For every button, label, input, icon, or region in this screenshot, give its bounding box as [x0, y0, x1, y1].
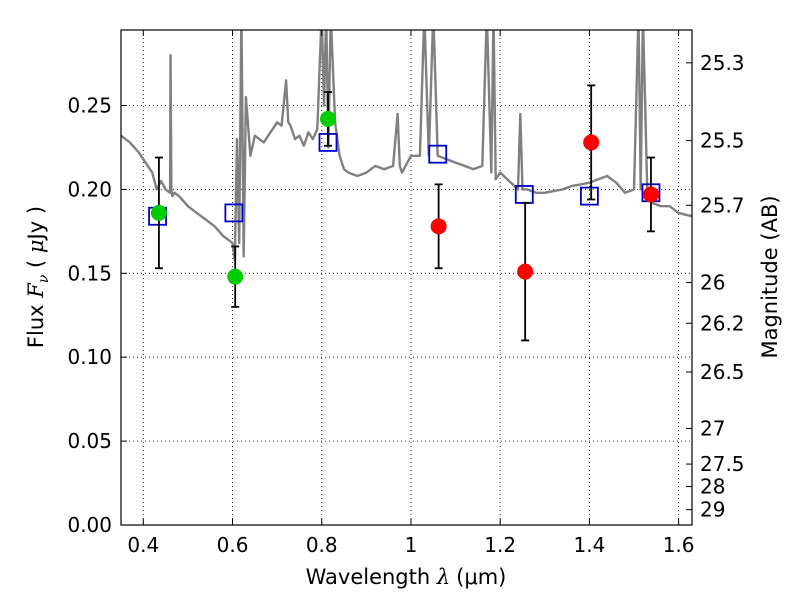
y-axis-label-unit-open: ( [24, 253, 48, 275]
y-axis-label-F: F [24, 282, 48, 299]
y-tick-label: 0.15 [67, 261, 112, 285]
x-tick-label: 0.8 [306, 533, 338, 557]
y-tick-label: 0.00 [67, 513, 112, 537]
wfc3-photometry-point [642, 186, 659, 203]
y2-tick-label: 25.3 [700, 51, 745, 75]
x-tick-label: 0.6 [217, 533, 249, 557]
y2-tick-label: 26.5 [700, 360, 745, 384]
y-tick-label: 0.10 [67, 345, 112, 369]
y2-tick-label: 26.2 [700, 311, 745, 335]
y2-tick-label: 28 [700, 475, 725, 499]
y2-tick-label: 27.5 [700, 452, 745, 476]
y2-tick-label: 25.5 [700, 129, 745, 153]
y-axis-label-mu: μ [24, 239, 48, 253]
y-tick-label: 0.05 [67, 429, 112, 453]
acs-photometry-point [150, 204, 167, 221]
wfc3-photometry-point [517, 263, 534, 280]
x-axis-label-prefix: Wavelength [306, 565, 437, 589]
plot-frame [120, 29, 693, 526]
y-axis-label-nu: ν [36, 274, 52, 283]
data-layer [121, 30, 692, 342]
x-tick-label: 1.2 [484, 533, 516, 557]
y2-axis-label: Magnitude (AB) [758, 195, 782, 358]
x-tick-label: 1 [405, 533, 418, 557]
y-axis-label-prefix: Flux [24, 298, 48, 348]
y2-tick-label: 27 [700, 416, 725, 440]
acs-photometry-point [227, 268, 244, 285]
plot-area [121, 30, 692, 525]
y-axis-label-unit: Jy ) [24, 206, 48, 242]
y-axis-label: Flux Fν ( μJy ) [24, 206, 52, 348]
spectrum-line [121, 30, 692, 262]
x-axis-label-unit: (μm) [456, 565, 506, 589]
model-photometry-square [579, 186, 599, 206]
y2-tick-label: 26 [700, 270, 725, 294]
axis-ticks: 0.4 0.6 0.8 1 1.2 1.4 1.6 0.00 0.05 0.10 0.15 0.20 0… [67, 30, 745, 557]
acs-photometry-point [319, 110, 336, 127]
x-axis-label: Wavelength λ (μm) [306, 565, 507, 589]
y-tick-label: 0.25 [67, 94, 112, 118]
y2-tick-label: 25.7 [700, 193, 745, 217]
grid [121, 30, 692, 525]
y2-tick-label: 29 [700, 498, 725, 522]
wfc3-photometry-point [583, 134, 600, 151]
x-tick-label: 1.6 [663, 533, 695, 557]
x-tick-label: 1.4 [573, 533, 605, 557]
model-photometry-square [428, 144, 448, 164]
y-tick-label: 0.20 [67, 177, 112, 201]
x-axis-label-lambda: λ [436, 565, 450, 589]
wfc3-photometry-point [430, 218, 447, 235]
x-tick-label: 0.4 [127, 533, 159, 557]
model-photometry-square [224, 203, 244, 223]
